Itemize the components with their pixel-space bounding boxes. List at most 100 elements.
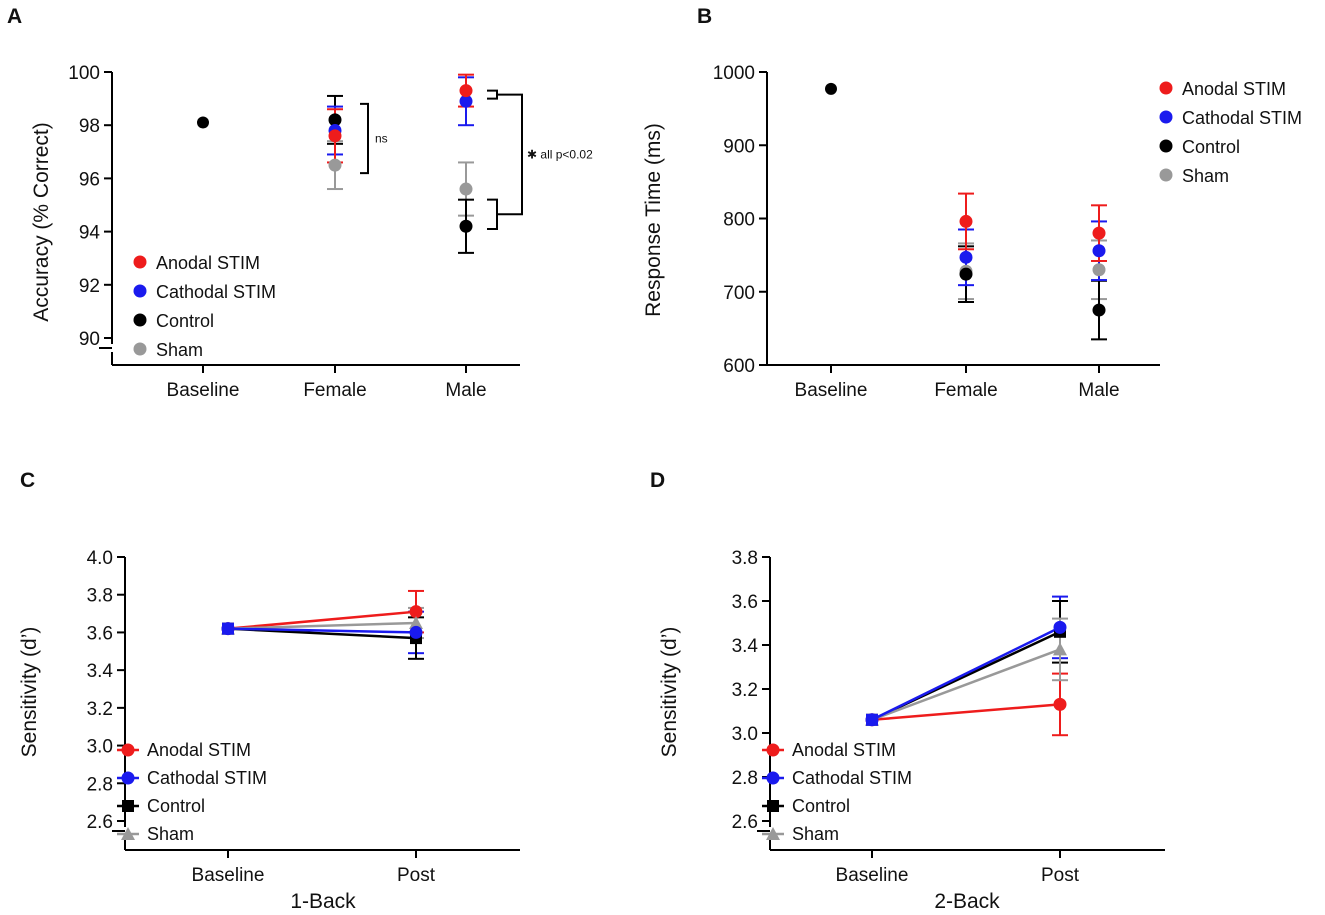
significance-bracket-male-top (487, 89, 498, 100)
point-d-cathodal-stim (1053, 620, 1067, 634)
legend-marker-b-cathodal-stim (1159, 110, 1173, 124)
point-a-sham (459, 182, 473, 196)
point-a-cathodal-stim (459, 94, 473, 108)
legend-label-a-sham: Sham (156, 340, 203, 360)
legend-marker-c-anodal-stim (121, 743, 135, 757)
legend-marker-d-anodal-stim (766, 743, 780, 757)
point-b-control (1092, 303, 1106, 317)
x-tick-label-d: Post (1041, 865, 1080, 886)
y-tick-label-c: 3.2 (87, 699, 113, 720)
x-axis-title-d: 2-Back (934, 890, 1000, 913)
x-tick-label-d: Baseline (836, 865, 909, 886)
series-line-d-anodal-stim (871, 703, 1061, 722)
point-b-cathodal-stim (959, 250, 973, 264)
legend-label-a-control: Control (156, 311, 214, 331)
y-tick-label-d: 3.2 (732, 680, 758, 701)
legend-marker-b-sham (1159, 168, 1173, 182)
point-d-anodal-stim (1053, 697, 1067, 711)
y-tick-label-d: 3.8 (732, 548, 758, 569)
y-tick-label-c: 3.6 (87, 623, 113, 644)
legend-label-c-anodal-stim: Anodal STIM (147, 740, 251, 760)
point-a-control (459, 219, 473, 233)
legend-marker-a-sham (133, 342, 147, 356)
y-tick-label-d: 2.8 (732, 768, 758, 789)
x-tick-label-b: Baseline (795, 380, 868, 401)
point-c-sham (409, 616, 423, 629)
panel-c: C Sensitivity (d’) 1-Back 2.6 2.8 3.0 3.2 3.… (18, 469, 520, 913)
y-tick-label-d: 3.6 (732, 592, 758, 613)
legend-marker-a-anodal-stim (133, 255, 147, 269)
y-tick-label-c: 2.6 (87, 812, 113, 833)
x-tick-label-a: Male (445, 380, 486, 401)
y-tick-label-a: 96 (79, 169, 100, 190)
y-tick-label-a: 98 (79, 116, 100, 137)
baseline-point-c (222, 622, 234, 635)
significance-bracket-male-bottom (487, 198, 498, 230)
legend-label-d-control: Control (792, 796, 850, 816)
y-tick-label-d: 2.6 (732, 812, 758, 833)
significance-label-ns: ns (375, 132, 388, 146)
x-tick-label-c: Post (397, 865, 436, 886)
x-tick-label-a: Baseline (167, 380, 240, 401)
legend-label-b-sham: Sham (1182, 166, 1229, 186)
y-tick-label-b: 800 (723, 210, 755, 231)
series-line-d-sham (871, 648, 1061, 721)
legend-marker-c-cathodal-stim (121, 771, 135, 785)
point-a-control (328, 113, 342, 127)
legend-marker-c-control (122, 800, 134, 812)
panel-letter-d: D (650, 469, 665, 492)
y-axis-title-c: Sensitivity (d’) (18, 627, 41, 758)
legend-label-b-cathodal-stim: Cathodal STIM (1182, 108, 1302, 128)
legend-label-b-control: Control (1182, 137, 1240, 157)
point-c-anodal-stim (409, 605, 423, 619)
series-line-d-cathodal-stim (871, 626, 1061, 721)
baseline-point-a (197, 116, 209, 129)
panel-b: B Response Time (ms) 600 700 800 900 1000 Bas… (642, 5, 1302, 401)
y-tick-label-b: 900 (723, 136, 755, 157)
point-a-anodal-stim (328, 129, 342, 143)
point-a-sham (328, 158, 342, 172)
y-tick-label-a: 100 (68, 63, 100, 84)
y-tick-label-c: 2.8 (87, 774, 113, 795)
significance-label-male: ✱ all p<0.02 (527, 147, 593, 161)
x-tick-label-b: Male (1078, 380, 1119, 401)
legend-marker-d-control (767, 800, 779, 812)
legend-marker-a-control (133, 313, 147, 327)
legend-label-c-control: Control (147, 796, 205, 816)
significance-bracket-male (497, 93, 523, 216)
y-tick-label-a: 92 (79, 276, 100, 297)
series-line-c-sham (227, 621, 417, 630)
point-b-anodal-stim (959, 214, 973, 228)
legend-marker-c-sham (121, 827, 135, 840)
y-tick-label-a: 94 (79, 223, 101, 244)
series-line-c-anodal-stim (227, 610, 417, 630)
legend-label-d-sham: Sham (792, 824, 839, 844)
baseline-point-d (866, 713, 878, 726)
legend-label-c-cathodal-stim: Cathodal STIM (147, 768, 267, 788)
y-tick-label-a: 90 (79, 329, 100, 350)
y-axis-title-b: Response Time (ms) (642, 123, 665, 317)
panel-letter-c: C (20, 469, 35, 492)
significance-bracket-ns (360, 102, 369, 175)
panel-a: A Accuracy (% Correct) 90 92 94 96 98 100 Base… (7, 5, 593, 401)
legend-marker-b-control (1159, 139, 1173, 153)
legend-marker-d-cathodal-stim (766, 771, 780, 785)
legend-label-c-sham: Sham (147, 824, 194, 844)
x-tick-label-c: Baseline (192, 865, 265, 886)
legend-marker-d-sham (766, 827, 780, 840)
point-d-sham (1053, 642, 1067, 656)
x-axis-title-c: 1-Back (290, 890, 356, 913)
y-tick-label-c: 3.0 (87, 737, 113, 758)
legend-label-d-anodal-stim: Anodal STIM (792, 740, 896, 760)
point-b-control (959, 267, 973, 281)
point-b-anodal-stim (1092, 226, 1106, 240)
legend-label-a-cathodal-stim: Cathodal STIM (156, 282, 276, 302)
point-c-cathodal-stim (409, 625, 423, 639)
y-tick-label-d: 3.0 (732, 724, 758, 745)
y-tick-label-c: 3.4 (87, 661, 114, 682)
legend-label-a-anodal-stim: Anodal STIM (156, 253, 260, 273)
x-tick-label-b: Female (934, 380, 997, 401)
point-b-sham (1092, 263, 1106, 277)
point-a-anodal-stim (459, 84, 473, 98)
